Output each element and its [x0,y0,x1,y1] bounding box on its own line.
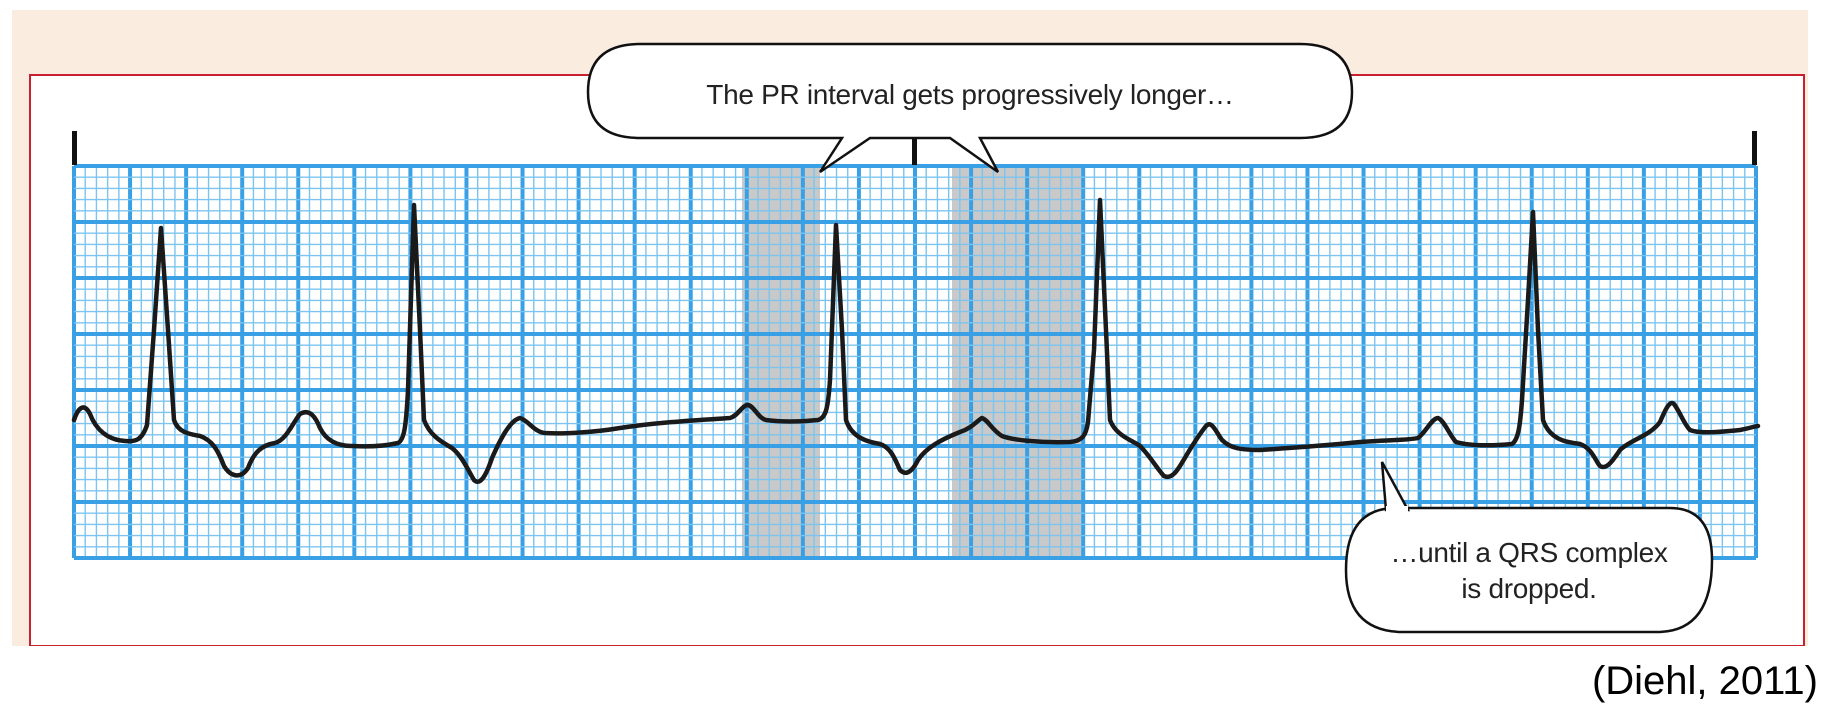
time-marker-icon [72,131,77,165]
callout-bottom-bubble [1344,506,1714,634]
time-marker-icon [912,131,917,165]
callout-bottom-text-line1: …until a QRS complex [1390,537,1668,568]
callout-top-bubble [586,42,1354,174]
time-marker-icon [1752,131,1757,165]
callout-top-text: The PR interval gets progressively longe… [706,79,1233,110]
ecg-grid [72,164,1758,560]
callout-bottom-text-line2: is dropped. [1461,573,1596,604]
ecg-trace [71,197,1761,484]
citation-text: (Diehl, 2011) [1591,659,1818,703]
